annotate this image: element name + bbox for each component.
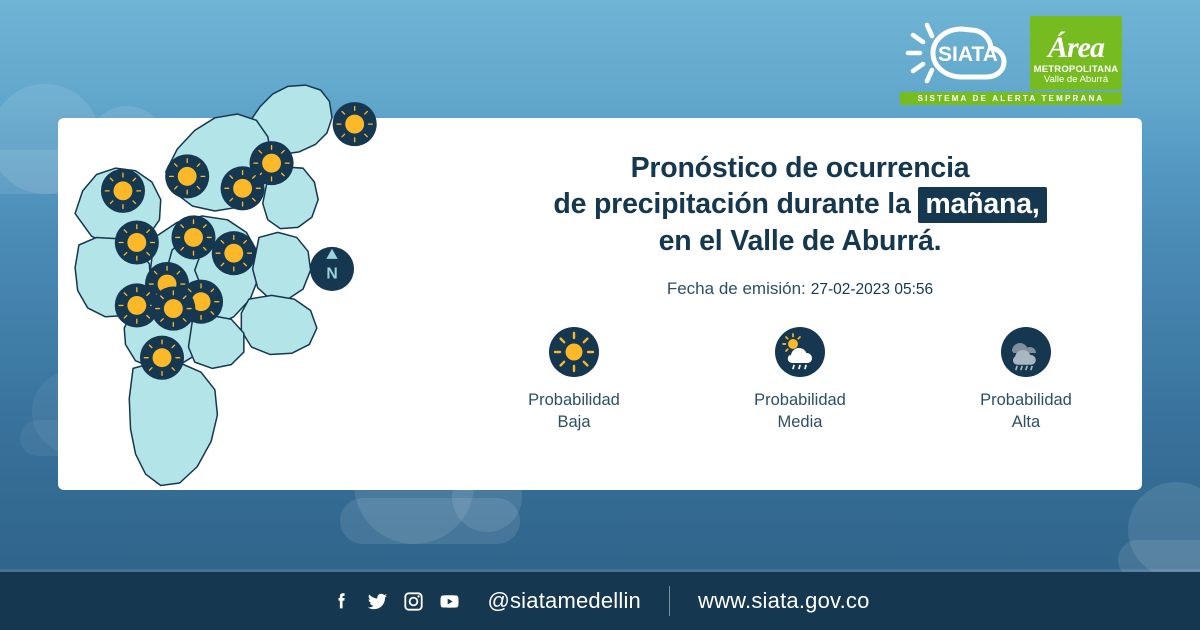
- siata-logo-icon: SIATA: [905, 22, 1007, 84]
- headline-line-1: Pronóstico de ocurrencia: [630, 152, 970, 184]
- sun-cloud-rain-icon: [775, 327, 825, 378]
- legend-item-media: Probabilidad Media: [726, 327, 874, 433]
- twitter-icon[interactable]: [366, 590, 389, 613]
- facebook-icon[interactable]: [330, 590, 353, 613]
- legend-label-line1: Probabilidad: [980, 391, 1072, 410]
- legend-label-media: Probabilidad Media: [754, 390, 846, 433]
- issue-date-value: 27-02-2023 05:56: [810, 281, 934, 299]
- issue-date-label: Fecha de emisión:: [666, 279, 806, 299]
- probability-legend: Probabilidad Baja: [470, 327, 1130, 433]
- youtube-icon[interactable]: [438, 590, 461, 613]
- forecast-panel: Pronóstico de ocurrencia de precipitació…: [470, 150, 1130, 433]
- logo-bar: SIATA Área METROPOLITANA Valle de Aburrá: [900, 16, 1122, 90]
- social-links: [330, 590, 461, 613]
- footer-divider: [0, 569, 1200, 572]
- page-title: Pronóstico de ocurrencia de precipitació…: [470, 150, 1130, 259]
- instagram-icon[interactable]: [402, 590, 425, 613]
- footer-separator: [669, 586, 670, 616]
- social-handle[interactable]: @siatamedellin: [487, 588, 641, 613]
- headline-highlight: mañana,: [918, 187, 1047, 224]
- background-cloud-icon: [340, 424, 522, 544]
- legend-label-line2: Media: [777, 412, 823, 431]
- siata-tagline: SISTEMA DE ALERTA TEMPRANA: [900, 92, 1122, 105]
- cloud-heavy-rain-icon: [1001, 327, 1051, 378]
- legend-label-line1: Probabilidad: [528, 391, 620, 410]
- legend-label-line2: Alta: [1011, 412, 1041, 431]
- headline-line-3: en el Valle de Aburrá.: [658, 224, 942, 257]
- headline-line-2: de precipitación durante la mañana,: [470, 186, 1130, 224]
- website-link[interactable]: www.siata.gov.co: [698, 588, 870, 613]
- legend-label-line2: Baja: [557, 412, 591, 431]
- area-metropolitana-logo: Área METROPOLITANA Valle de Aburrá: [1030, 16, 1122, 90]
- area-logo-line1: METROPOLITANA: [1033, 63, 1119, 75]
- headline-line-2-text: de precipitación durante la: [553, 188, 911, 221]
- legend-label-alta: Probabilidad Alta: [980, 390, 1072, 433]
- legend-label-baja: Probabilidad Baja: [528, 390, 620, 433]
- siata-logo-text: SIATA: [938, 43, 998, 66]
- legend-item-baja: Probabilidad Baja: [500, 327, 648, 433]
- area-logo-line2: Valle de Aburrá: [1043, 74, 1109, 86]
- area-logo-script: Área: [1048, 30, 1105, 64]
- sun-icon: [549, 327, 599, 378]
- legend-item-alta: Probabilidad Alta: [952, 327, 1100, 433]
- legend-label-line1: Probabilidad: [754, 391, 846, 410]
- issue-date-row: Fecha de emisión: 27-02-2023 05:56: [470, 279, 1130, 299]
- footer-bar: @siatamedellin www.siata.gov.co: [0, 572, 1200, 630]
